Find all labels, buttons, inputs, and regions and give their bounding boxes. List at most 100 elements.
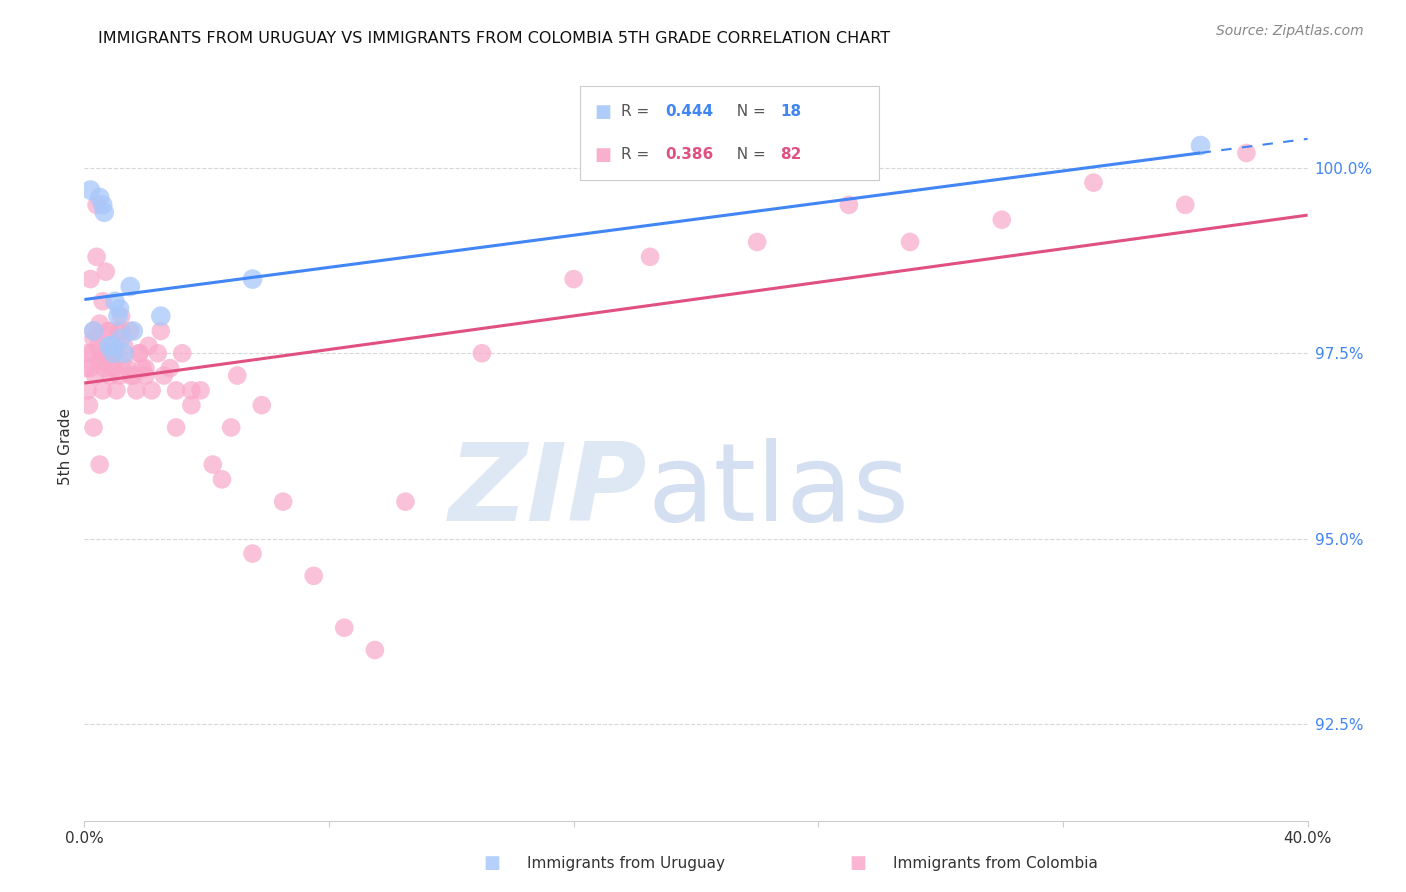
Point — [107, 309, 129, 323]
Text: 0.444: 0.444 — [665, 104, 713, 120]
Point — [146, 346, 169, 360]
Point — [122, 324, 145, 338]
Point — [991, 212, 1014, 227]
Point — [125, 384, 148, 398]
Text: 18: 18 — [780, 104, 801, 120]
Point — [1083, 176, 1105, 190]
Point — [898, 235, 921, 249]
Point — [87, 339, 110, 353]
Text: 0.386: 0.386 — [665, 147, 714, 162]
Point — [104, 346, 127, 360]
Point — [107, 324, 129, 338]
Text: Immigrants from Colombia: Immigrants from Colombia — [893, 856, 1098, 871]
Point — [110, 331, 132, 345]
Point — [226, 368, 249, 383]
Point — [94, 346, 117, 360]
FancyBboxPatch shape — [579, 87, 880, 180]
Point — [86, 250, 108, 264]
Point — [149, 324, 172, 338]
Point — [91, 294, 114, 309]
Point — [242, 272, 264, 286]
Point — [122, 368, 145, 383]
Point — [110, 309, 132, 323]
Point — [115, 361, 138, 376]
Point — [84, 368, 107, 383]
Point — [86, 198, 108, 212]
Point — [271, 494, 294, 508]
Point — [165, 420, 187, 434]
Point — [141, 384, 163, 398]
Point — [89, 353, 111, 368]
Point — [128, 346, 150, 360]
Point — [77, 398, 100, 412]
Point — [153, 368, 176, 383]
Text: R =: R = — [621, 147, 654, 162]
Point — [96, 346, 118, 360]
Point — [165, 384, 187, 398]
Point — [172, 346, 194, 360]
Point — [638, 250, 661, 264]
Text: ■: ■ — [595, 103, 612, 120]
Point — [112, 339, 135, 353]
Point — [219, 420, 242, 434]
Point — [180, 384, 202, 398]
Point — [135, 368, 157, 383]
Point — [471, 346, 494, 360]
Point — [1236, 145, 1258, 160]
Point — [333, 621, 356, 635]
Point — [80, 346, 103, 360]
Point — [1189, 138, 1212, 153]
Point — [159, 361, 181, 376]
Point — [103, 346, 125, 360]
Point — [101, 339, 124, 353]
Point — [211, 472, 233, 486]
Text: ZIP: ZIP — [449, 438, 647, 544]
Point — [91, 384, 114, 398]
Point — [93, 205, 115, 219]
Point — [302, 569, 325, 583]
Text: ■: ■ — [484, 855, 501, 872]
Point — [93, 361, 115, 376]
Point — [97, 324, 120, 338]
Point — [101, 361, 124, 376]
Point — [83, 420, 105, 434]
Point — [89, 317, 111, 331]
Point — [76, 346, 98, 360]
Point — [89, 458, 111, 472]
Point — [190, 384, 212, 398]
Text: ■: ■ — [595, 145, 612, 164]
Point — [97, 339, 120, 353]
Point — [131, 361, 153, 376]
Point — [79, 272, 101, 286]
Text: N =: N = — [727, 104, 770, 120]
Point — [104, 294, 127, 309]
Point — [250, 398, 273, 412]
Point — [104, 339, 127, 353]
Point — [242, 547, 264, 561]
Point — [394, 494, 416, 508]
Point — [79, 183, 101, 197]
Point — [90, 353, 112, 368]
Point — [120, 324, 142, 338]
Point — [75, 361, 97, 376]
Point — [138, 339, 160, 353]
Point — [201, 458, 224, 472]
Point — [838, 198, 860, 212]
Point — [101, 346, 124, 360]
Text: 82: 82 — [780, 147, 801, 162]
Text: ■: ■ — [849, 855, 866, 872]
Text: Source: ZipAtlas.com: Source: ZipAtlas.com — [1216, 24, 1364, 38]
Point — [128, 346, 150, 360]
Point — [135, 361, 157, 376]
Point — [112, 346, 135, 360]
Point — [747, 235, 769, 249]
Point — [76, 384, 98, 398]
Point — [98, 368, 121, 383]
Point — [110, 324, 132, 338]
Point — [149, 309, 172, 323]
Point — [79, 361, 101, 376]
Point — [120, 279, 142, 293]
Point — [108, 301, 131, 316]
Point — [83, 324, 105, 338]
Point — [94, 265, 117, 279]
